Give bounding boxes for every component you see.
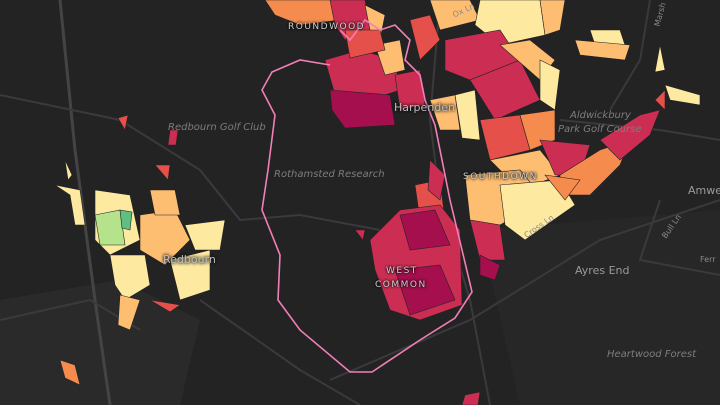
label-ayres-end: Ayres End: [575, 264, 630, 277]
area-boundary: [261, 18, 473, 373]
label-redbourn-golf-club: Redbourn Golf Club: [168, 122, 266, 133]
label-aldwickbury-golf: Park Golf Course: [558, 124, 642, 135]
label-aldwickbury: Aldwickbury: [570, 110, 631, 121]
label-heartwood-forest: Heartwood Forest: [607, 349, 697, 360]
label-rothamsted-research: Rothamsted Research: [274, 169, 385, 180]
label-roundwood: ROUNDWOOD: [288, 22, 366, 32]
label-ferr: Ferr: [700, 255, 716, 264]
label-southdown: SOUTHDOWN: [463, 172, 538, 182]
label-amwell: Amwe: [688, 184, 720, 197]
label-redbourn: Redbourn: [163, 253, 216, 266]
label-harpenden: Harpenden: [394, 101, 455, 114]
choropleth-parcels: [54, 0, 701, 405]
label-west-common-1: WEST: [386, 266, 418, 276]
label-west-common-2: COMMON: [375, 280, 427, 290]
